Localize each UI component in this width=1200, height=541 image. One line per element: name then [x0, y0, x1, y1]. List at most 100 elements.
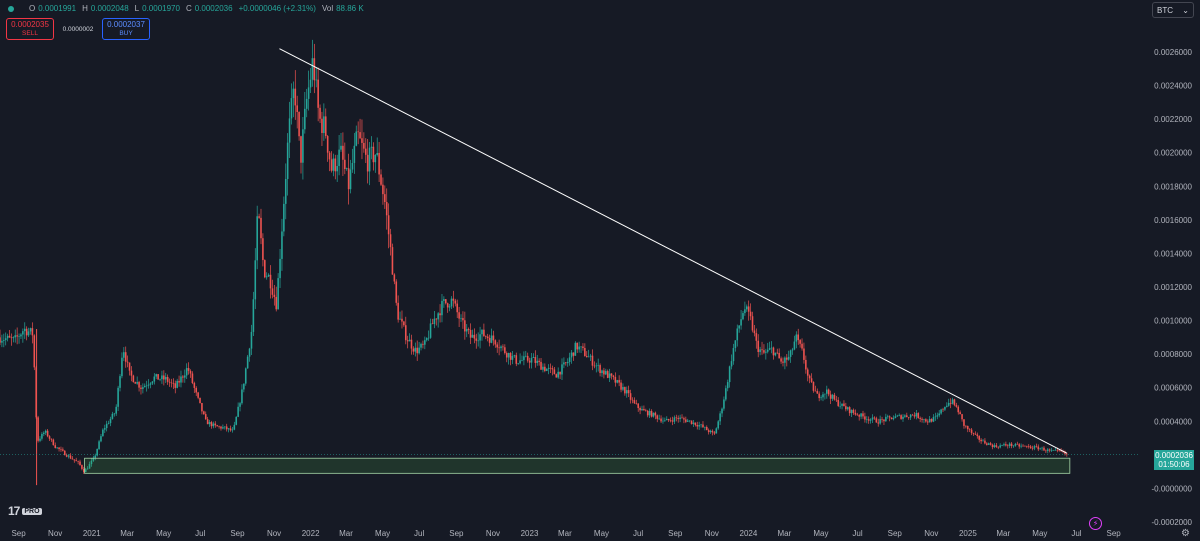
candle-body — [566, 362, 569, 364]
candle-body — [951, 399, 954, 404]
time-axis[interactable]: Sep Nov 2021 Mar May Jul Sep Nov 2022 Mar May Jul Se… — [11, 529, 1121, 538]
candle-body — [681, 417, 683, 419]
candle-body — [797, 334, 800, 341]
candle-body — [894, 416, 897, 419]
candle-body — [332, 158, 335, 171]
candle-body — [921, 418, 923, 420]
candle-body — [1041, 447, 1043, 449]
candle-body — [281, 231, 283, 259]
candle-body — [925, 419, 927, 422]
spread-value: 0.0000002 — [62, 25, 94, 33]
candle-body — [519, 360, 521, 364]
candle-body — [16, 335, 18, 337]
candle-body — [376, 152, 379, 155]
candle-body — [364, 148, 367, 155]
candle-body — [959, 412, 961, 415]
candles — [0, 39, 1068, 486]
candle-body — [227, 428, 230, 430]
gear-icon[interactable]: ⚙ — [1181, 528, 1190, 539]
candle-body — [248, 348, 251, 357]
buy-button[interactable]: 0.0002037 BUY — [102, 18, 150, 40]
candle-body — [239, 403, 241, 407]
candle-body — [778, 352, 780, 359]
candle-body — [879, 419, 881, 424]
candle-body — [517, 363, 519, 364]
candle-body — [382, 184, 384, 195]
candle-body — [111, 413, 114, 419]
candle-body — [23, 328, 26, 332]
candle-body — [972, 432, 975, 434]
candle-body — [839, 405, 841, 407]
candle-body — [801, 343, 803, 349]
candle-body — [961, 414, 963, 420]
time-tick-label: 2025 — [959, 529, 977, 538]
candle-body — [203, 411, 205, 415]
candle-body — [675, 417, 678, 419]
candle-body — [1058, 449, 1061, 451]
candle-body — [643, 409, 645, 411]
candle-body — [765, 351, 767, 353]
candle-body — [614, 376, 617, 383]
candle-body — [858, 415, 860, 417]
candle-body — [707, 430, 710, 433]
candle-body — [353, 145, 356, 163]
candle-body — [547, 367, 550, 369]
candle-body — [791, 349, 794, 351]
candle-body — [121, 357, 123, 377]
candle-body — [284, 178, 287, 204]
candle-body — [907, 417, 910, 418]
candle-body — [298, 112, 300, 137]
candle-body — [856, 414, 859, 416]
sell-button[interactable]: 0.0002035 SELL — [6, 18, 54, 40]
candle-body — [456, 303, 459, 313]
lightning-icon[interactable]: ⚡ — [1089, 517, 1102, 530]
candle-body — [805, 359, 807, 370]
candle-body — [825, 389, 828, 394]
candle-body — [1031, 448, 1034, 449]
time-tick-label: Jul — [852, 529, 862, 538]
candle-body — [1050, 450, 1053, 451]
candle-body — [90, 460, 93, 465]
candle-body — [829, 394, 832, 399]
candle-body — [479, 334, 481, 341]
candle-body — [1054, 449, 1057, 451]
candle-body — [702, 424, 704, 428]
candle-body — [50, 438, 53, 440]
candle-body — [1016, 443, 1019, 445]
candle-body — [738, 325, 740, 329]
candle-body — [521, 360, 523, 361]
candle-body — [142, 387, 144, 389]
candle-body — [204, 414, 207, 420]
candle-body — [243, 383, 245, 390]
tradingview-logo[interactable]: 17 PRO — [8, 504, 42, 518]
last-price-value: 0.0002036 — [1155, 451, 1193, 460]
volume-label: Vol — [321, 4, 334, 13]
symbol-selector[interactable]: BTC ⌄ — [1152, 2, 1194, 18]
candle-body — [159, 379, 161, 380]
candle-body — [69, 455, 72, 459]
candle-body — [317, 79, 319, 108]
candle-body — [862, 413, 864, 417]
candle-body — [890, 417, 893, 420]
candle-body — [542, 366, 544, 370]
candle-body — [690, 420, 693, 424]
trendline-layer[interactable] — [0, 48, 1140, 455]
price-axis[interactable]: 0.0026000 0.0024000 0.0022000 0.0020000 0.00… — [1152, 48, 1193, 527]
candle-body — [515, 355, 518, 364]
candle-body — [315, 79, 318, 81]
candle-body — [465, 329, 468, 332]
time-tick-label: Mar — [120, 529, 134, 538]
candle-body — [10, 337, 13, 339]
candle-body — [928, 418, 931, 423]
candle-body — [846, 407, 849, 410]
candle-body — [193, 383, 196, 388]
candle-body — [326, 136, 329, 153]
candle-body — [734, 340, 737, 349]
candle-body — [231, 429, 234, 431]
candle-body — [389, 234, 392, 248]
candle-body — [418, 347, 420, 354]
candle-body — [608, 373, 611, 378]
low-label: L — [134, 4, 140, 13]
